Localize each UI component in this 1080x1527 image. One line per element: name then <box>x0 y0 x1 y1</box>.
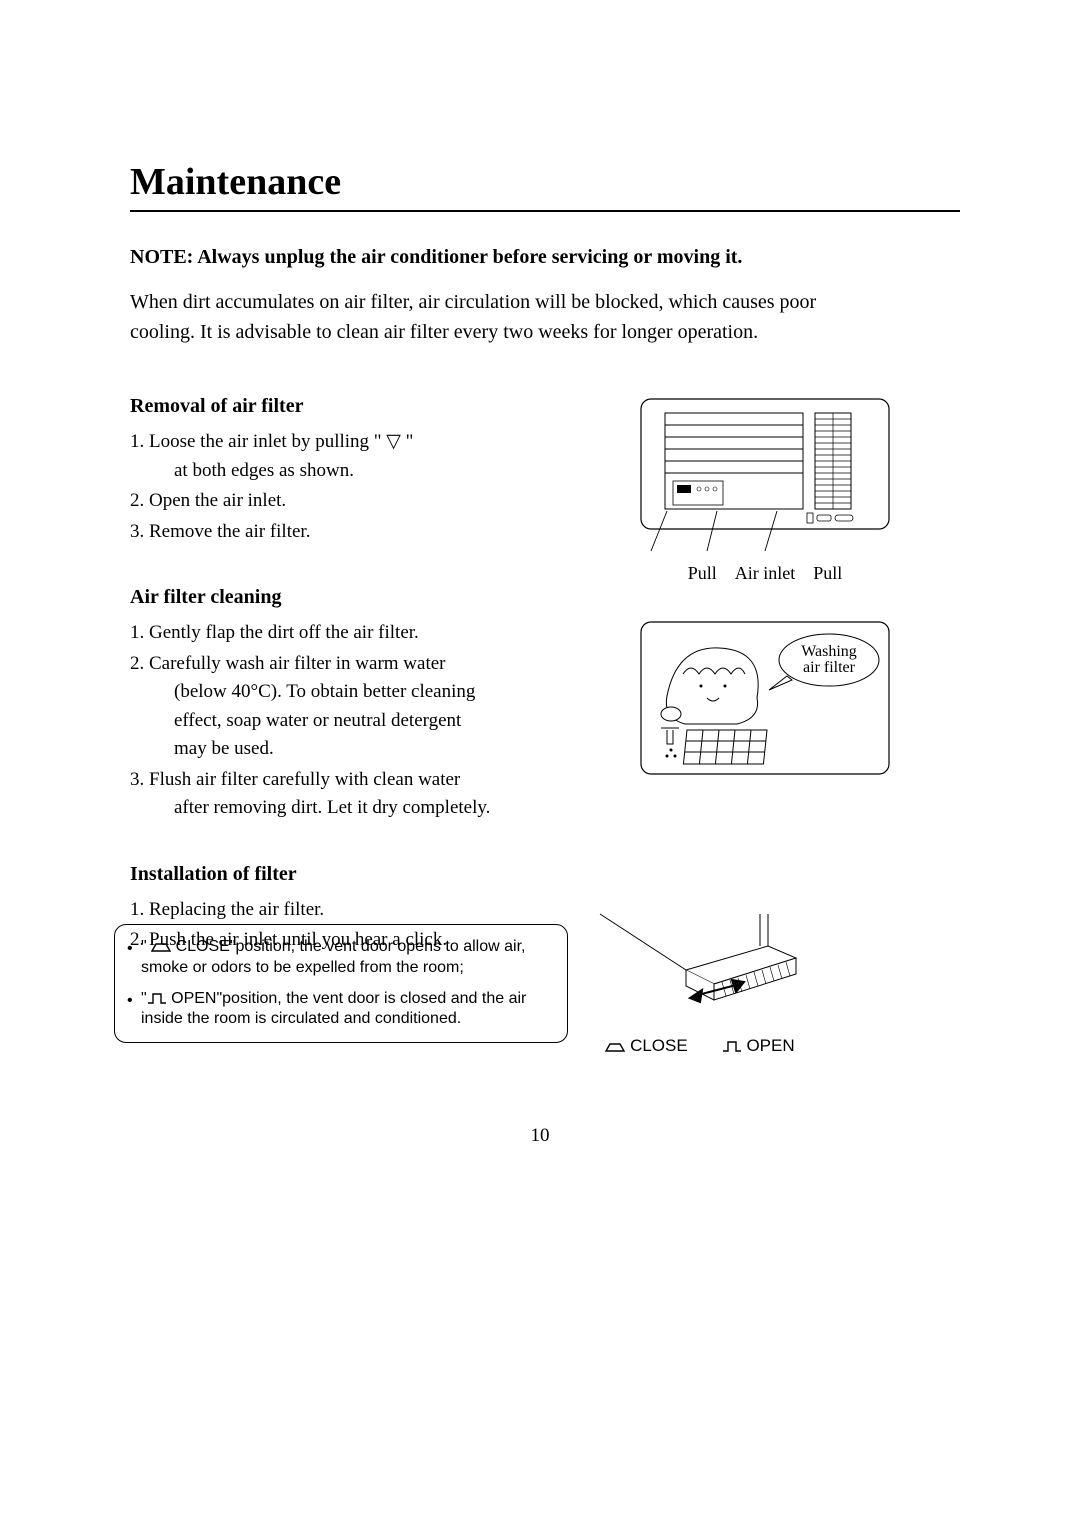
removal-list: 1. Loose the air inlet by pulling " ▽ " … <box>130 428 540 546</box>
close-label: CLOSE <box>605 1036 687 1056</box>
vent-close-pre: " <box>141 938 151 955</box>
label-pull-right: Pull <box>813 563 842 584</box>
two-column-area: Removal of air filter 1. Loose the air i… <box>130 395 960 995</box>
vent-open-label: OPEN"position, <box>167 990 282 1007</box>
cleaning-item-2-a: 2. Carefully wash air filter in warm wat… <box>130 653 446 674</box>
cleaning-item-3-sub: after removing dirt. Let it dry complete… <box>152 794 540 823</box>
figure-ac-labels: Pull Air inlet Pull <box>570 563 960 584</box>
removal-item-3: 3. Remove the air filter. <box>130 518 540 547</box>
cleaning-item-2-sub3: may be used. <box>152 735 540 764</box>
open-symbol-icon <box>147 991 167 1005</box>
removal-item-1-b: " <box>401 431 414 452</box>
removal-item-1: 1. Loose the air inlet by pulling " ▽ " … <box>130 428 540 485</box>
removal-heading: Removal of air filter <box>130 395 540 418</box>
figure-washing: Washing air filter <box>637 618 893 778</box>
vent-open-row: • " OPEN"position, the vent door is clos… <box>127 989 557 1031</box>
cleaning-item-2-sub2: effect, soap water or neutral detergent <box>152 707 540 736</box>
down-triangle-icon: ▽ <box>386 431 401 452</box>
removal-item-1-a: 1. Loose the air inlet by pulling " <box>130 431 386 452</box>
close-text: CLOSE <box>630 1036 688 1055</box>
intro-line-2: cooling. It is advisable to clean air fi… <box>130 321 758 343</box>
vent-open-text: " OPEN"position, the vent door is closed… <box>141 989 557 1031</box>
right-column: Pull Air inlet Pull Washing air filter <box>570 395 960 995</box>
bubble-line-1: Washing <box>801 643 857 660</box>
page-number: 10 <box>0 1125 1080 1147</box>
intro-line-1: When dirt accumulates on air filter, air… <box>130 291 816 313</box>
intro-text: When dirt accumulates on air filter, air… <box>130 287 870 347</box>
cleaning-heading: Air filter cleaning <box>130 586 540 609</box>
left-column: Removal of air filter 1. Loose the air i… <box>130 395 540 995</box>
install-heading: Installation of filter <box>130 863 540 886</box>
cleaning-item-2: 2. Carefully wash air filter in warm wat… <box>130 650 540 764</box>
open-text: OPEN <box>746 1036 794 1055</box>
page: Maintenance NOTE: Always unplug the air … <box>0 0 1080 1527</box>
vent-close-label: CLOSE"position, <box>171 938 295 955</box>
label-air-inlet: Air inlet <box>735 563 796 584</box>
label-pull-left: Pull <box>688 563 717 584</box>
cleaning-item-3-a: 3. Flush air filter carefully with clean… <box>130 769 460 790</box>
bullet-icon: • <box>127 937 141 979</box>
note-heading: NOTE: Always unplug the air conditioner … <box>130 246 960 269</box>
install-item-1: 1. Replacing the air filter. <box>130 896 540 925</box>
figure-vent-lever: CLOSE OPEN <box>590 910 810 1056</box>
close-symbol-icon <box>151 941 171 953</box>
vent-info-box: • " CLOSE"position, the vent door opens … <box>114 924 568 1043</box>
cleaning-item-1: 1. Gently flap the dirt off the air filt… <box>130 619 540 648</box>
figure-ac-unit <box>637 395 893 555</box>
cleaning-item-3: 3. Flush air filter carefully with clean… <box>130 766 540 823</box>
figure-vent-labels: CLOSE OPEN <box>590 1036 810 1056</box>
removal-item-1-sub: at both edges as shown. <box>152 457 540 486</box>
vent-close-text: " CLOSE"position, the vent door opens to… <box>141 937 557 979</box>
cleaning-list: 1. Gently flap the dirt off the air filt… <box>130 619 540 823</box>
open-label: OPEN <box>722 1036 795 1056</box>
bullet-icon: • <box>127 989 141 1031</box>
page-title: Maintenance <box>130 160 960 212</box>
open-symbol-icon <box>722 1039 742 1053</box>
cleaning-item-2-sub1: (below 40°C). To obtain better cleaning <box>152 678 540 707</box>
bubble-line-2: air filter <box>803 659 856 676</box>
vent-close-row: • " CLOSE"position, the vent door opens … <box>127 937 557 979</box>
removal-item-2: 2. Open the air inlet. <box>130 487 540 516</box>
close-symbol-icon <box>605 1041 625 1053</box>
